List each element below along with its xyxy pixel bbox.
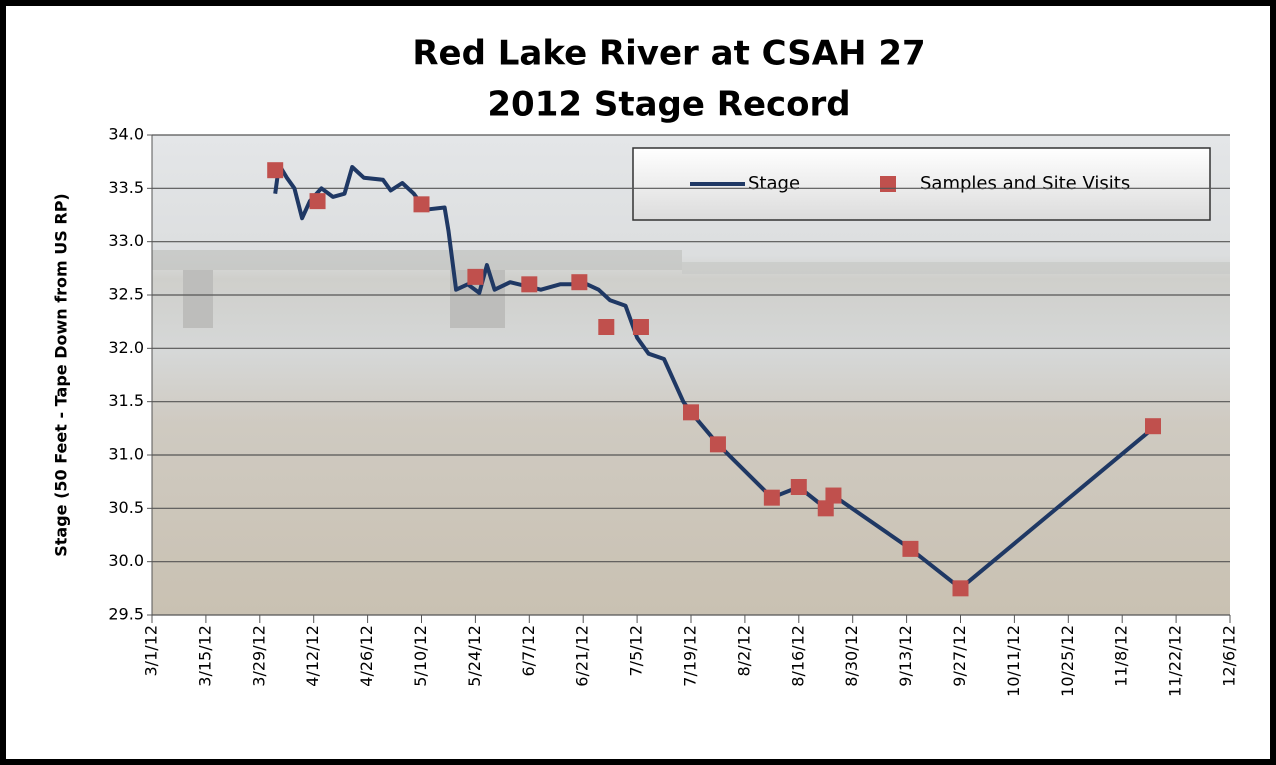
x-tick-label: 3/29/12 (249, 625, 268, 687)
y-tick-label: 34.0 (108, 125, 144, 144)
sample-marker (709, 436, 726, 453)
legend: Stage Samples and Site Visits (632, 147, 1211, 221)
x-tick-label: 6/21/12 (573, 625, 592, 687)
legend-box (632, 147, 1211, 221)
legend-label: Samples and Site Visits (920, 173, 1130, 194)
sample-marker (1145, 418, 1161, 435)
x-tick-label: 5/10/12 (411, 625, 430, 687)
pier (183, 270, 213, 328)
x-tick-label: 8/2/12 (734, 625, 753, 677)
x-tick-label: 3/15/12 (195, 625, 214, 687)
y-tick-label: 29.5 (108, 605, 144, 624)
sample-marker (790, 479, 807, 495)
y-tick-label: 33.5 (108, 178, 144, 197)
x-tick-label: 11/8/12 (1112, 625, 1131, 687)
sample-marker (825, 487, 842, 504)
sample-marker (521, 276, 538, 293)
x-tick-label: 9/13/12 (896, 625, 915, 687)
sample-marker (952, 580, 969, 597)
y-axis-label: Stage (50 Feet - Tape Down from US RP) (52, 193, 71, 556)
sample-marker (763, 489, 780, 506)
sample-marker (817, 500, 834, 517)
y-tick-label: 30.0 (108, 551, 144, 570)
sample-marker (632, 319, 649, 335)
y-tick-label: 31.0 (108, 445, 144, 464)
x-tick-label: 10/25/12 (1058, 625, 1077, 697)
x-tick-label: 12/6/12 (1220, 625, 1239, 687)
sample-marker (413, 196, 430, 213)
x-tick-label: 4/26/12 (357, 625, 376, 687)
y-tick-label: 32.0 (108, 338, 144, 357)
sample-marker (309, 193, 326, 210)
sample-marker (598, 319, 615, 335)
x-tick-label: 4/12/12 (303, 625, 322, 687)
x-tick-label: 11/22/12 (1166, 625, 1185, 697)
x-tick-label: 9/27/12 (950, 625, 969, 687)
sample-marker (571, 274, 588, 291)
y-tick-label: 33.0 (108, 231, 144, 250)
legend-square (880, 176, 896, 192)
x-tick-label: 10/11/12 (1004, 625, 1023, 697)
x-tick-label: 8/16/12 (788, 625, 807, 687)
sample-marker (267, 162, 284, 179)
sample-marker (683, 404, 699, 421)
x-tick-label: 6/7/12 (519, 625, 538, 677)
x-tick-label: 7/19/12 (681, 625, 700, 687)
y-tick-label: 31.5 (108, 391, 144, 410)
x-tick-label: 5/24/12 (465, 625, 484, 687)
bridge (682, 262, 1230, 274)
sample-marker (467, 268, 484, 285)
chart-subtitle: 2012 Stage Record (487, 85, 850, 125)
x-tick-label: 3/1/12 (142, 625, 161, 677)
y-tick-label: 30.5 (108, 498, 144, 517)
x-tick-label: 8/30/12 (842, 625, 861, 687)
chart-title: Red Lake River at CSAH 27 (412, 34, 925, 74)
x-tick-label: 7/5/12 (627, 625, 646, 677)
sample-marker (902, 540, 919, 557)
bridge (152, 250, 682, 270)
y-tick-label: 32.5 (108, 285, 144, 304)
legend-label: Stage (748, 173, 800, 194)
